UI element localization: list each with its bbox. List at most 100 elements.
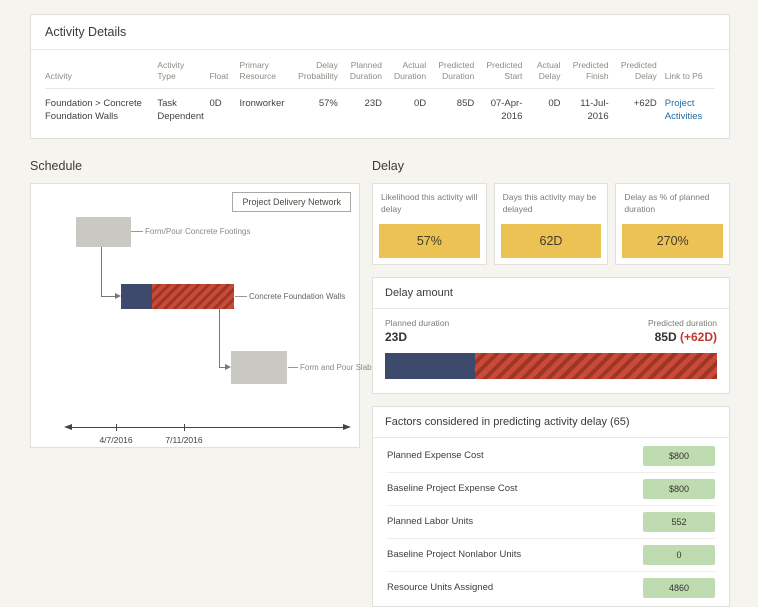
timeline-axis (71, 426, 344, 428)
col-actual-duration: Actual Duration (389, 50, 435, 90)
stat-value: 62D (500, 223, 602, 258)
delay-stats-row: Likelihood this activity will delay 57% … (372, 182, 731, 265)
cell-predicted-start: 07-Apr-2016 (490, 98, 523, 122)
cell-predicted-duration: 85D (456, 98, 475, 110)
connector-line (219, 308, 220, 367)
factor-value-badge: 552 (643, 511, 715, 532)
project-delivery-network-button[interactable]: Project Delivery Network (232, 191, 351, 212)
factors-title: Factors considered in predicting activit… (373, 407, 729, 438)
activity-details-table: Activity Activity Type Float Primary Res… (45, 50, 715, 124)
stat-days-delayed-card: Days this activity may be delayed 62D (493, 182, 609, 265)
current-activity-bar[interactable] (121, 283, 234, 309)
current-label-lead-line (235, 295, 247, 297)
activity-details-title: Activity Details (31, 15, 729, 50)
predecessor-activity-node[interactable] (76, 216, 131, 247)
cell-actual-duration: 0D (413, 98, 427, 110)
predicted-delay-segment (152, 283, 234, 309)
col-predicted-delay: Predicted Delay (616, 50, 665, 90)
predicted-duration-value: 85D (+62D) (654, 329, 717, 344)
col-activity: Activity (45, 50, 158, 90)
schedule-diagram-card: Project Delivery Network Form/Pour Concr… (30, 182, 372, 448)
col-activity-type: Activity Type (157, 50, 210, 90)
connector-line (101, 246, 102, 297)
table-row: Foundation > Concrete Foundation Walls T… (45, 89, 715, 124)
col-actual-delay: Actual Delay (530, 50, 569, 90)
overrun-bar-segment (474, 352, 717, 379)
cell-predicted-delay: +62D (633, 98, 657, 110)
delay-section: Delay Likelihood this activity will dela… (372, 153, 731, 607)
list-item: Planned Labor Units 552 (387, 506, 715, 539)
delay-amount-title: Delay amount (373, 278, 729, 309)
cell-activity-type: Task Dependent (157, 98, 204, 122)
cell-activity: Foundation > Concrete Foundation Walls (45, 98, 142, 122)
list-item: Baseline Project Expense Cost $800 (387, 473, 715, 506)
delay-amount-body: Planned duration 23D Predicted duration … (373, 309, 729, 393)
factor-label: Planned Labor Units (387, 516, 474, 527)
activity-details-panel: Activity Details Activity Activity Type … (30, 14, 730, 139)
list-item: Planned Expense Cost $800 (387, 440, 715, 473)
predecessor-label-lead-line (131, 230, 143, 232)
stat-value: 270% (622, 223, 724, 258)
factor-label: Resource Units Assigned (387, 582, 494, 593)
cell-primary-resource: Ironworker (239, 98, 285, 110)
factor-label: Baseline Project Expense Cost (387, 483, 518, 494)
successor-activity-label: Form and Pour Slab (300, 362, 372, 372)
stat-label: Days this activity may be delayed (502, 191, 597, 214)
connector-line (101, 295, 115, 297)
axis-arrow-left-icon (64, 423, 72, 430)
current-activity-label: Concrete Foundation Walls (249, 291, 346, 301)
factors-panel: Factors considered in predicting activit… (372, 405, 730, 607)
delay-amount-panel: Delay amount Planned duration 23D Predic… (372, 276, 730, 394)
col-predicted-finish: Predicted Finish (568, 50, 617, 90)
connector-line (219, 366, 226, 368)
successor-label-lead-line (288, 366, 298, 368)
schedule-section: Schedule Project Delivery Network Form/P… (30, 153, 372, 607)
col-predicted-duration: Predicted Duration (434, 50, 483, 90)
col-link-to-p6: Link to P6 (664, 50, 715, 90)
stat-label: Delay as % of planned duration (624, 191, 710, 214)
connector-arrow-icon (225, 363, 231, 370)
project-activities-link[interactable]: Project Activities (664, 98, 703, 122)
delay-title: Delay (372, 158, 404, 173)
factor-value-badge: $800 (643, 445, 715, 466)
dashboard-page: Activity Details Activity Activity Type … (30, 14, 731, 607)
col-delay-probability: Delay Probability (293, 50, 346, 90)
stat-likelihood-card: Likelihood this activity will delay 57% (372, 182, 487, 265)
predicted-delay-extra: (+62D) (679, 329, 717, 344)
factor-value-badge: 4860 (643, 577, 715, 598)
planned-duration-value: 23D (385, 329, 408, 344)
stat-label: Likelihood this activity will delay (381, 191, 478, 214)
col-planned-duration: Planned Duration (345, 50, 390, 90)
axis-start-date: 4/7/2016 (99, 434, 133, 445)
planned-bar-segment (385, 352, 475, 379)
cell-planned-duration: 23D (364, 98, 382, 110)
connector-arrow-icon (115, 292, 121, 299)
factor-value-badge: 0 (643, 544, 715, 565)
stat-delay-percent-card: Delay as % of planned duration 270% (615, 182, 731, 265)
axis-arrow-right-icon (343, 423, 351, 430)
col-float: Float (209, 50, 240, 90)
col-predicted-start: Predicted Start (482, 50, 531, 90)
axis-tick-start (116, 423, 117, 431)
cell-actual-delay: 0D (548, 98, 561, 110)
col-primary-resource: Primary Resource (239, 50, 294, 90)
planned-duration-label: Planned duration (385, 317, 450, 328)
axis-end-date: 7/11/2016 (165, 434, 203, 445)
cell-delay-probability: 57% (318, 98, 338, 110)
list-item: Baseline Project Nonlabor Units 0 (387, 539, 715, 572)
cell-float: 0D (209, 98, 222, 110)
list-item: Resource Units Assigned 4860 (387, 572, 715, 604)
schedule-title: Schedule (30, 158, 83, 173)
successor-activity-node[interactable] (231, 350, 287, 384)
cell-predicted-finish: 11-Jul-2016 (580, 98, 609, 122)
axis-tick-end (184, 423, 185, 431)
factors-list[interactable]: Planned Expense Cost $800 Baseline Proje… (373, 438, 729, 606)
table-header-row: Activity Activity Type Float Primary Res… (45, 50, 715, 90)
delay-amount-bar (385, 352, 717, 379)
factor-value-badge: $800 (643, 478, 715, 499)
predecessor-activity-label: Form/Pour Concrete Footings (145, 226, 251, 236)
factor-label: Planned Expense Cost (387, 450, 484, 461)
stat-value: 57% (379, 223, 480, 258)
planned-duration-segment (121, 283, 152, 309)
factor-label: Baseline Project Nonlabor Units (387, 549, 522, 560)
